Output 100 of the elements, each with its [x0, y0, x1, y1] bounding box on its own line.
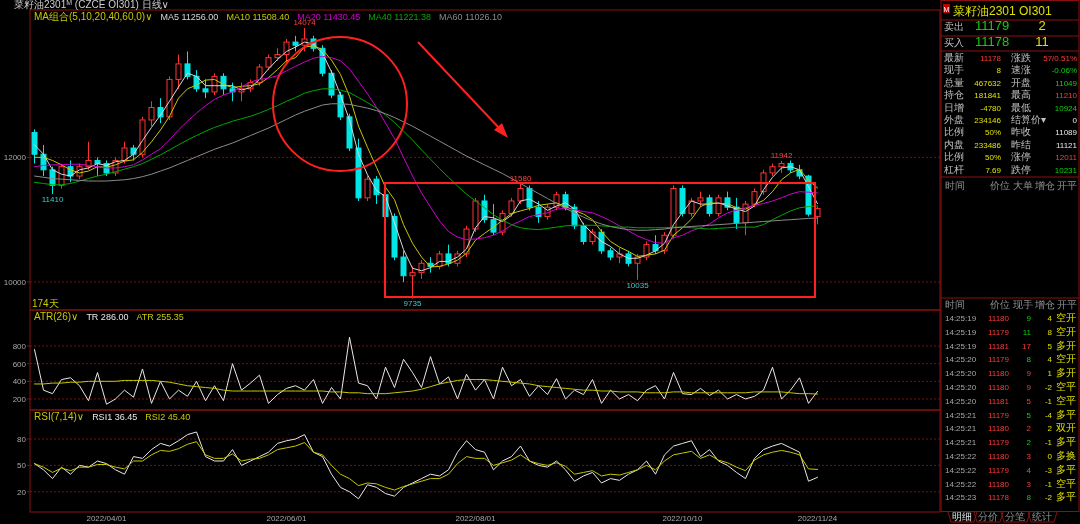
text: 多开 [1056, 339, 1076, 351]
text: 8 [1047, 327, 1053, 337]
text: 双开 [1056, 422, 1076, 434]
text: 11181 [987, 396, 1010, 406]
text: 开平 [1057, 180, 1077, 191]
text: TR 286.00 [86, 312, 129, 322]
x-tick-label: 2022/11/24 [797, 514, 838, 523]
text: 最高 [1011, 89, 1031, 101]
y-tick-label: 12000 [3, 153, 27, 163]
text: 跌停 [1011, 163, 1031, 175]
x-tick-label: 2022/04/01 [86, 514, 128, 523]
candlestick [490, 203, 497, 236]
text: 现手 [1013, 299, 1033, 310]
text: -0.06% [1051, 66, 1077, 76]
text: 11089 [1055, 128, 1078, 138]
chart-title: 菜籽油2301$^{M}$ (CZCE OI301) 日线∨ [14, 0, 169, 10]
text: 467632 [974, 78, 1002, 88]
text: 分笔 [1005, 511, 1025, 522]
text: 多开 [1056, 367, 1076, 379]
text: 11180 [987, 479, 1010, 489]
text: 空开 [1056, 353, 1076, 365]
text: 统计 [1032, 511, 1052, 522]
text: 4 [1047, 355, 1053, 365]
text: 14:25:19 [945, 341, 977, 351]
annotation: 9735 [403, 299, 422, 309]
candlestick [652, 234, 659, 255]
text: 2 [1026, 438, 1032, 448]
candlestick [229, 82, 236, 102]
text: 多平 [1056, 491, 1076, 503]
text: 明细 [952, 511, 972, 522]
text: 3 [1026, 479, 1032, 489]
text: 菜籽油2301 OI301 [953, 4, 1053, 18]
y-tick-label: 80 [17, 435, 27, 445]
text: -4780 [980, 103, 1002, 113]
text: 0 [1047, 452, 1053, 461]
text: 开盘 [1011, 76, 1031, 88]
text: 买入 [944, 37, 964, 48]
text: 多平 [1056, 408, 1076, 420]
annotation: 174天 [32, 298, 59, 309]
y-tick-label: 20 [17, 487, 27, 497]
text: 8 [996, 66, 1002, 76]
text: 11180 [987, 369, 1010, 379]
text: 时间 [945, 299, 965, 310]
text: 14:25:19 [945, 327, 977, 337]
x-tick-label: 2022/08/01 [455, 514, 497, 523]
annotation: 11580 [509, 173, 532, 183]
text: 卖出 [944, 21, 964, 32]
text: 14:25:21 [945, 424, 977, 434]
x-tick-label: 2022/10/10 [662, 514, 704, 523]
text: 增仓 [1034, 299, 1055, 310]
candlestick [634, 253, 641, 281]
y-tick-label: 600 [12, 359, 27, 369]
text: 最新 [944, 52, 964, 63]
text: 空平 [1056, 477, 1076, 489]
text: 昨结 [1011, 138, 1031, 150]
text: MA10 11508.40 [226, 12, 290, 22]
text: -2 [1044, 383, 1053, 392]
text: 11179 [987, 355, 1010, 365]
y-tick-label: 800 [12, 342, 27, 352]
text: 价位 [989, 299, 1010, 310]
text: 涨停 [1011, 151, 1031, 163]
text: 大单 [1013, 180, 1033, 191]
candlestick [85, 141, 92, 171]
text: 11210 [1055, 91, 1078, 101]
text: 5 [1026, 396, 1032, 406]
text: 2 [1047, 424, 1053, 434]
text: 3 [1026, 452, 1032, 461]
text: 11179 [987, 410, 1010, 420]
text: 比例 [944, 151, 964, 163]
text: 总量 [943, 76, 964, 88]
text: 昨收 [1011, 126, 1031, 138]
candlestick [202, 78, 209, 99]
text: 空开 [1056, 325, 1076, 337]
text: 14:25:20 [945, 396, 977, 406]
text: 1 [1047, 369, 1053, 379]
annotation: 11410 [41, 195, 64, 205]
text: 11178 [979, 54, 1002, 63]
text: 4 [1047, 314, 1053, 323]
text: 多换 [1056, 450, 1076, 461]
candlestick [148, 100, 155, 127]
text: 价位 [989, 180, 1010, 191]
text: 234146 [974, 116, 1002, 125]
text: 8 [1026, 355, 1032, 365]
text: 比例 [944, 126, 964, 138]
line-series [34, 441, 818, 491]
text: 11049 [1055, 78, 1078, 88]
text: -1 [1044, 438, 1053, 448]
text: -1 [1044, 479, 1053, 489]
text: 9 [1026, 369, 1032, 379]
text: 持仓 [944, 89, 964, 101]
text: MA5 11256.00 [160, 12, 219, 22]
text: 9 [1026, 314, 1032, 323]
y-tick-label: 10000 [3, 277, 27, 287]
text: RSI1 36.45 [92, 412, 138, 422]
text: 17 [1022, 341, 1032, 351]
text: 11180 [987, 452, 1010, 461]
text: 2 [1038, 18, 1046, 33]
candlestick [94, 156, 101, 177]
candlestick [517, 183, 524, 205]
text: 50% [984, 128, 1001, 138]
